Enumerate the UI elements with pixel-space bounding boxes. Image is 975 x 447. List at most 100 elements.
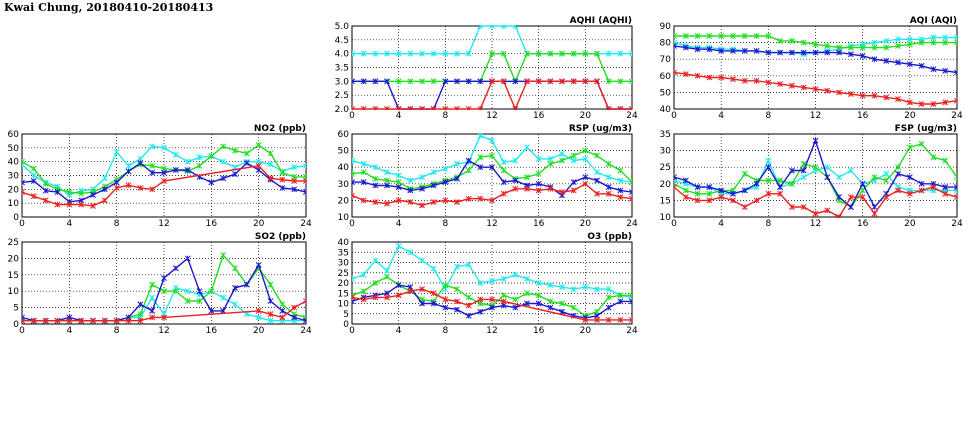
data-point-red	[500, 298, 507, 305]
x-tick-label: 20	[904, 219, 916, 229]
data-point-green	[430, 78, 437, 85]
data-point-red	[765, 79, 772, 86]
data-point-cyan	[477, 25, 484, 29]
data-point-cyan	[395, 172, 402, 179]
data-point-red	[812, 86, 819, 93]
data-point-red	[694, 72, 701, 79]
data-point-red	[594, 316, 600, 323]
data-point-cyan	[535, 280, 542, 286]
data-point-red	[360, 197, 367, 204]
data-point-blue	[279, 184, 286, 191]
data-point-red	[753, 197, 760, 204]
data-point-blue	[718, 187, 725, 194]
data-point-cyan	[489, 277, 495, 284]
series-group	[352, 243, 632, 323]
data-point-green	[954, 39, 957, 46]
data-point-cyan	[800, 174, 807, 181]
data-point-green	[694, 33, 701, 39]
y-tick-label: 90	[660, 22, 672, 32]
data-point-cyan	[500, 25, 507, 29]
data-point-cyan	[172, 151, 179, 158]
data-point-blue	[906, 174, 913, 181]
data-point-red	[101, 197, 108, 204]
data-point-red	[442, 197, 449, 204]
data-point-red	[906, 99, 913, 106]
x-tick-label: 4	[718, 111, 724, 121]
x-tick-label: 0	[349, 219, 355, 229]
x-tick-label: 8	[114, 219, 120, 229]
x-tick-label: 4	[66, 219, 72, 229]
x-tick-label: 0	[671, 111, 677, 121]
data-point-green	[477, 154, 484, 161]
data-point-blue	[172, 167, 179, 173]
data-point-blue	[918, 180, 925, 187]
y-tick-label: 5.0	[335, 22, 350, 32]
data-point-cyan	[883, 170, 890, 177]
series-group	[22, 142, 306, 209]
y-tick-label: 30	[8, 172, 20, 182]
data-point-green	[196, 298, 203, 304]
data-point-red	[524, 185, 530, 192]
data-point-blue	[629, 189, 632, 196]
x-tick-label: 24	[626, 326, 638, 336]
data-point-blue	[220, 175, 227, 182]
data-point-cyan	[196, 154, 203, 161]
chart-title: SO2 (ppb)	[255, 232, 306, 242]
series-line-cyan	[352, 245, 632, 299]
data-point-cyan	[30, 172, 37, 179]
data-point-red	[836, 214, 843, 218]
x-tick-label: 0	[19, 326, 25, 336]
data-point-cyan	[360, 160, 367, 167]
data-point-blue	[765, 164, 772, 171]
data-point-blue	[372, 78, 379, 85]
y-tick-label: 60	[338, 130, 350, 140]
x-tick-label: 12	[810, 111, 821, 121]
chart-title: O3 (ppb)	[587, 232, 632, 242]
data-point-green	[871, 174, 878, 181]
x-tick-label: 4	[396, 326, 402, 336]
data-point-blue	[906, 61, 913, 68]
data-point-red	[454, 199, 460, 206]
data-point-blue	[243, 160, 250, 167]
data-point-red	[22, 189, 25, 196]
data-point-cyan	[454, 160, 460, 167]
data-point-blue	[535, 300, 542, 307]
data-point-blue	[718, 47, 725, 54]
data-point-green	[22, 158, 25, 165]
data-point-red	[883, 94, 890, 101]
y-tick-label: 3.5	[335, 64, 349, 74]
x-tick-label: 20	[904, 111, 916, 121]
data-point-cyan	[352, 50, 355, 57]
data-point-cyan	[617, 177, 624, 184]
x-tick-label: 24	[626, 111, 638, 121]
data-point-cyan	[570, 157, 577, 164]
data-point-green	[594, 50, 600, 57]
x-tick-label: 20	[253, 326, 265, 336]
data-point-green	[617, 167, 624, 174]
data-point-red	[895, 187, 901, 194]
data-point-red	[605, 316, 612, 323]
data-point-cyan	[629, 50, 632, 57]
data-point-blue	[547, 304, 554, 311]
data-point-red	[303, 178, 306, 184]
data-point-green	[500, 292, 507, 299]
y-tick-label: 10	[660, 213, 672, 223]
data-point-green	[535, 292, 542, 299]
data-point-red	[395, 106, 402, 110]
data-point-blue	[419, 300, 425, 307]
data-point-cyan	[836, 174, 843, 181]
data-point-blue	[489, 164, 495, 171]
x-tick-label: 8	[765, 219, 771, 229]
chart-aqhi: 0 4 8 12 16 20 24 2.0 2.5 3.0 3.5 4.0 4.5 5.0 AQHI (AQ…	[335, 16, 638, 121]
x-tick-label: 8	[442, 219, 448, 229]
data-point-blue	[535, 180, 542, 187]
data-point-green	[547, 298, 554, 305]
data-point-green	[765, 177, 772, 184]
y-tick-label: 60	[660, 72, 672, 82]
data-point-red	[582, 180, 589, 187]
y-tick-label: 10	[338, 300, 350, 310]
data-point-red	[741, 77, 748, 84]
data-point-red	[883, 194, 890, 201]
x-tick-label: 12	[486, 326, 497, 336]
data-point-green	[267, 150, 274, 157]
